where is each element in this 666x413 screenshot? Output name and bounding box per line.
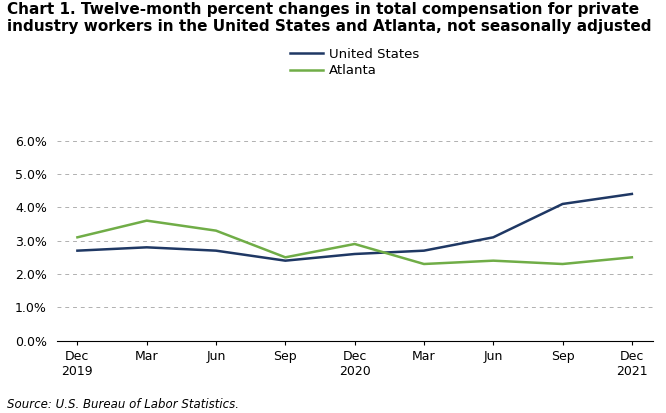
Atlanta	[281, 255, 289, 260]
Text: Chart 1. Twelve-month percent changes in total compensation for private
industry: Chart 1. Twelve-month percent changes in…	[7, 2, 651, 34]
United States	[350, 252, 358, 256]
United States	[73, 248, 81, 253]
United States	[420, 248, 428, 253]
Legend: United States, Atlanta: United States, Atlanta	[290, 48, 420, 77]
United States	[559, 202, 567, 206]
Atlanta	[73, 235, 81, 240]
United States	[143, 245, 151, 250]
Atlanta	[143, 218, 151, 223]
Atlanta	[420, 261, 428, 266]
Atlanta	[350, 242, 358, 247]
Atlanta	[559, 261, 567, 266]
Text: Source: U.S. Bureau of Labor Statistics.: Source: U.S. Bureau of Labor Statistics.	[7, 398, 238, 411]
United States	[281, 258, 289, 263]
United States	[212, 248, 220, 253]
Atlanta	[490, 258, 498, 263]
Line: Atlanta: Atlanta	[77, 221, 632, 264]
United States	[490, 235, 498, 240]
Line: United States: United States	[77, 194, 632, 261]
Atlanta	[628, 255, 636, 260]
United States	[628, 192, 636, 197]
Atlanta	[212, 228, 220, 233]
